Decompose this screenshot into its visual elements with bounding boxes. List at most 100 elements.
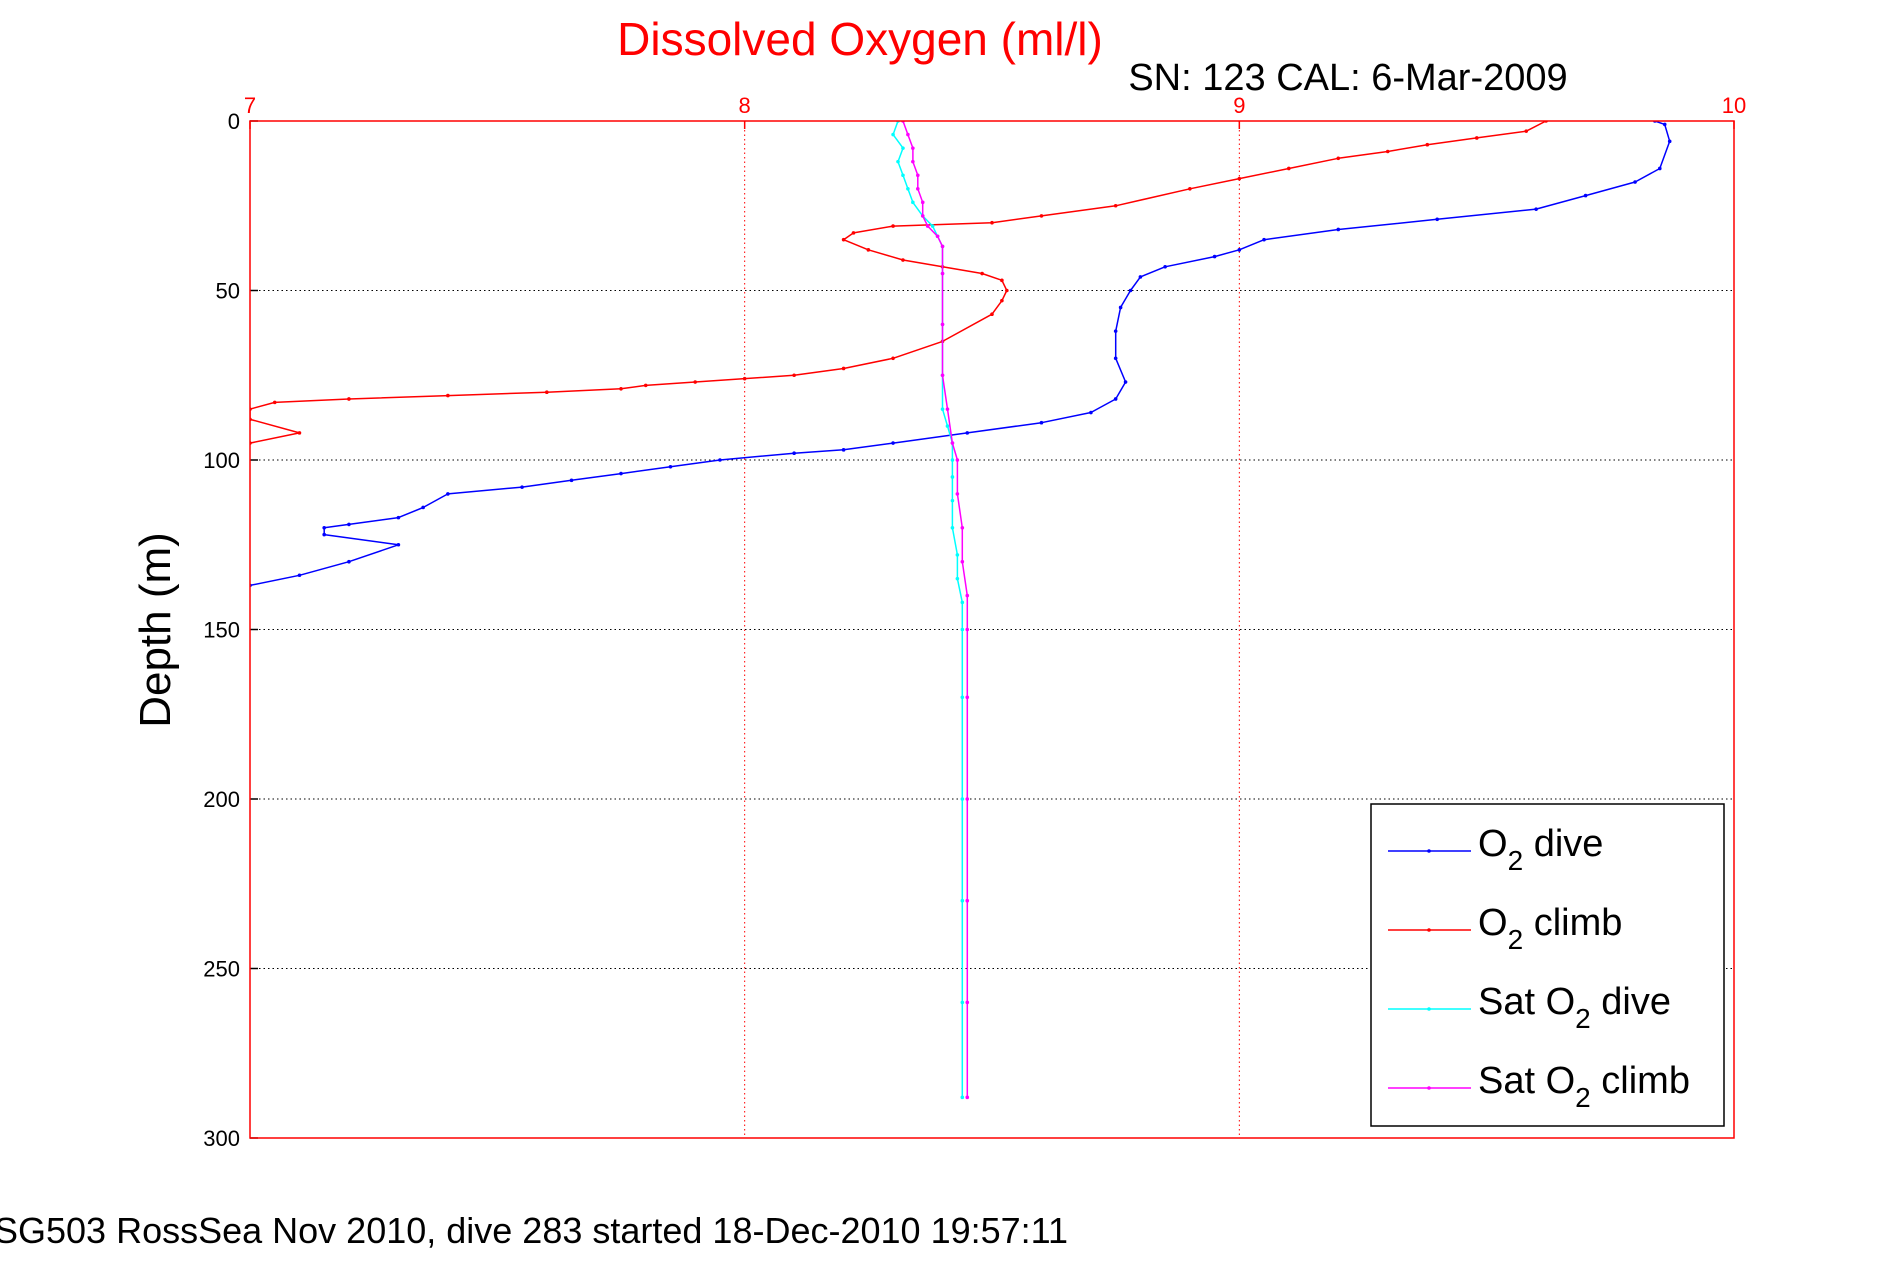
data-point-o2-climb	[1287, 166, 1291, 171]
data-point-o2-climb	[1000, 278, 1004, 283]
data-point-sat-o2-climb	[955, 458, 960, 462]
data-point-o2-climb	[1, 638, 5, 642]
data-point-o2-dive	[1262, 237, 1266, 242]
y-tick-label: 150	[203, 618, 240, 643]
data-point-sat-o2-climb	[940, 271, 945, 276]
data-point-o2-dive	[347, 522, 351, 527]
data-point-o2-dive	[396, 515, 401, 520]
data-point-o2-dive	[1212, 254, 1217, 259]
data-point-o2-dive	[1113, 356, 1118, 361]
data-point-sat-o2-climb	[965, 1095, 970, 1100]
data-point-sat-o2-dive	[906, 187, 910, 191]
data-point-sat-o2-dive	[945, 424, 950, 428]
data-point-o2-dive	[1336, 227, 1341, 232]
x-tick-label: 8	[739, 93, 751, 118]
data-point-o2-dive	[11, 923, 15, 927]
data-point-o2-climb	[792, 373, 796, 378]
data-point-o2-climb	[1425, 142, 1430, 147]
data-point-o2-dive	[1039, 420, 1044, 425]
data-point-o2-dive	[1633, 180, 1637, 184]
data-point-o2-dive	[965, 431, 970, 435]
legend-label-sat-o2-dive: Sat O2 dive	[1478, 981, 1671, 1034]
data-point-o2-climb	[1474, 136, 1479, 140]
data-point-o2-climb	[1237, 176, 1242, 181]
data-point-o2-dive	[223, 594, 227, 598]
data-point-o2-dive	[1118, 305, 1123, 310]
data-point-o2-climb	[446, 393, 450, 398]
axes-frame	[249, 120, 1735, 1139]
data-point-sat-o2-dive	[950, 475, 955, 479]
data-point-o2-climb	[619, 387, 623, 391]
data-point-o2-dive	[718, 458, 722, 462]
data-point-sat-o2-climb	[920, 214, 925, 218]
y-tick-label: 0	[228, 109, 240, 134]
data-point-o2-dive	[421, 505, 425, 510]
data-point-o2-dive	[446, 492, 450, 496]
data-point-sat-o2-climb	[940, 373, 945, 378]
data-point-sat-o2-climb	[935, 234, 940, 239]
legend-marker-o2-dive	[1427, 849, 1431, 853]
data-point-o2-dive	[1128, 288, 1133, 293]
data-point-o2-dive	[396, 542, 401, 547]
data-point-o2-dive	[1138, 275, 1143, 279]
data-point-sat-o2-climb	[960, 559, 965, 564]
data-point-sat-o2-dive	[955, 553, 960, 557]
data-point-o2-climb	[545, 390, 549, 395]
data-point-o2-dive	[75, 821, 79, 825]
data-point-sat-o2-climb	[960, 526, 965, 530]
data-point-o2-dive	[1163, 264, 1167, 269]
y-axis-label: Depth (m)	[131, 532, 180, 728]
data-point-o2-climb	[891, 356, 895, 361]
data-point-o2-climb	[693, 380, 697, 384]
data-point-sat-o2-climb	[945, 407, 950, 411]
data-point-sat-o2-climb	[920, 200, 925, 205]
data-point-o2-climb	[1336, 156, 1341, 161]
chart-title: Dissolved Oxygen (ml/l)	[617, 13, 1103, 65]
data-point-o2-climb	[1, 502, 5, 506]
data-point-sat-o2-climb	[965, 593, 970, 598]
data-point-o2-climb	[26, 468, 30, 472]
data-point-o2-climb	[149, 451, 153, 455]
data-point-o2-dive	[520, 485, 524, 489]
data-point-o2-dive	[1662, 122, 1667, 127]
legend-label-o2-climb: O2 climb	[1478, 902, 1622, 955]
data-point-o2-dive	[199, 604, 203, 608]
data-point-sat-o2-dive	[901, 173, 905, 178]
data-point-o2-climb	[1039, 214, 1044, 218]
data-point-o2-dive	[85, 797, 89, 801]
legend-marker-o2-climb	[1427, 928, 1431, 932]
legend-label-sat-o2-climb: Sat O2 climb	[1478, 1060, 1690, 1113]
data-point-sat-o2-climb	[955, 492, 960, 496]
data-point-o2-dive	[792, 451, 796, 456]
legend-marker-sat-o2-dive	[1427, 1007, 1431, 1011]
data-point-sat-o2-dive	[960, 627, 965, 632]
data-point-sat-o2-dive	[960, 695, 965, 700]
data-point-o2-dive	[100, 753, 104, 757]
data-point-sat-o2-climb	[906, 132, 910, 137]
data-point-sat-o2-dive	[950, 526, 955, 530]
data-point-o2-dive	[110, 729, 114, 733]
data-point-o2-climb	[851, 231, 856, 235]
data-point-sat-o2-dive	[950, 498, 955, 503]
data-point-sat-o2-climb	[940, 244, 945, 249]
y-tick-labels: 0 50 100 150 200 250 300	[203, 109, 240, 1151]
data-point-sat-o2-dive	[940, 407, 945, 411]
data-point-o2-climb	[1113, 203, 1118, 208]
data-point-o2-climb	[643, 383, 648, 388]
x-tick-label: 9	[1233, 93, 1245, 118]
data-point-o2-dive	[125, 712, 129, 716]
data-point-sat-o2-dive	[891, 132, 895, 137]
data-point-o2-dive	[1123, 380, 1128, 384]
data-point-o2-climb	[841, 366, 846, 371]
data-point-o2-dive	[668, 464, 673, 469]
chart-footer: SG503 RossSea Nov 2010, dive 283 started…	[0, 1210, 1068, 1251]
data-point-o2-dive	[891, 441, 895, 445]
data-point-o2-dive	[26, 906, 30, 910]
series-line-sat-o2-climb	[902, 121, 969, 1098]
data-point-sat-o2-climb	[965, 627, 970, 632]
data-point-o2-climb	[1, 458, 5, 462]
data-point-o2-dive	[322, 526, 327, 530]
data-point-sat-o2-climb	[965, 695, 970, 700]
data-point-o2-climb	[50, 492, 54, 496]
